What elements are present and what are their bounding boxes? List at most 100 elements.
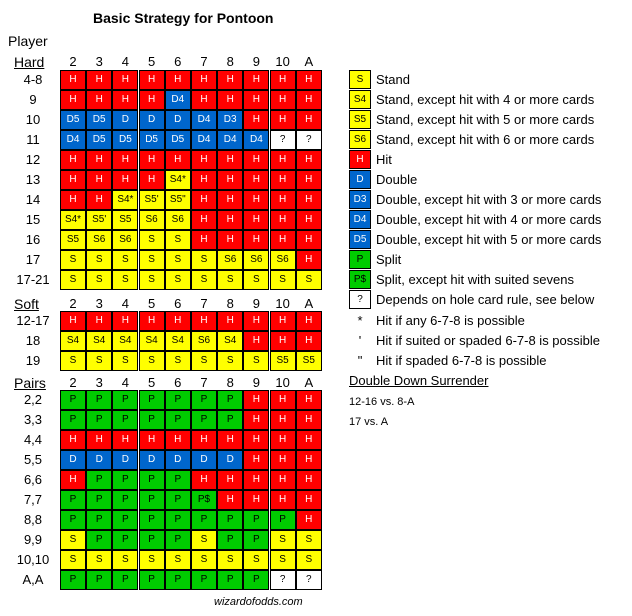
strategy-cell: H xyxy=(138,311,165,331)
legend-text: Stand, except hit with 4 or more cards xyxy=(376,92,595,107)
strategy-cell: S4 xyxy=(164,331,191,351)
strategy-cell: P xyxy=(191,410,217,430)
strategy-cell: S xyxy=(164,230,191,250)
strategy-cell: H xyxy=(243,230,270,250)
dealer-column-header: 8 xyxy=(226,375,234,390)
strategy-cell: H xyxy=(191,70,217,90)
strategy-cell: S xyxy=(164,250,191,270)
strategy-cell: H xyxy=(217,170,244,190)
strategy-cell: H xyxy=(295,331,322,351)
strategy-cell: H xyxy=(60,470,86,490)
strategy-cell: H xyxy=(60,90,86,110)
strategy-cell: H xyxy=(243,430,270,450)
row-label: 11 xyxy=(26,132,40,147)
strategy-cell: P xyxy=(86,510,113,530)
strategy-cell: D5 xyxy=(60,110,86,130)
strategy-cell: P xyxy=(86,470,113,490)
strategy-cell: H xyxy=(243,190,270,210)
strategy-cell: D xyxy=(60,450,86,470)
strategy-cell: S4 xyxy=(86,331,113,351)
strategy-cell: H xyxy=(60,70,86,90)
strategy-cell: D5 xyxy=(138,130,165,150)
legend-text: Double, except hit with 4 or more cards xyxy=(376,212,602,227)
strategy-cell: H xyxy=(243,170,270,190)
strategy-cell: P xyxy=(112,410,139,430)
strategy-cell: H xyxy=(86,190,113,210)
strategy-cell: P xyxy=(164,570,191,590)
note-symbol: " xyxy=(357,353,363,368)
strategy-cell: H xyxy=(217,190,244,210)
footer-credit: wizardofodds.com xyxy=(214,596,303,608)
strategy-cell: S5" xyxy=(164,190,191,210)
strategy-cell: P xyxy=(191,390,217,410)
strategy-cell: S xyxy=(191,351,217,371)
strategy-cell: H xyxy=(243,490,270,510)
dealer-column-header: 10 xyxy=(275,296,290,311)
strategy-cell: P xyxy=(191,510,217,530)
strategy-cell: H xyxy=(269,210,296,230)
strategy-cell: H xyxy=(217,230,244,250)
strategy-cell: S xyxy=(138,550,165,570)
strategy-cell: S xyxy=(138,250,165,270)
strategy-cell: P xyxy=(112,390,139,410)
strategy-cell: S xyxy=(269,550,296,570)
dealer-column-header: 5 xyxy=(147,375,156,390)
row-label: 14 xyxy=(25,192,41,207)
strategy-cell: H xyxy=(191,470,217,490)
dealer-column-header: 6 xyxy=(174,54,182,69)
row-label: 9,9 xyxy=(23,532,43,547)
strategy-cell: S4 xyxy=(217,331,244,351)
double-down-surrender-title: Double Down Surrender xyxy=(349,373,489,388)
strategy-cell: D xyxy=(164,450,191,470)
strategy-cell: H xyxy=(164,311,191,331)
strategy-cell: P$ xyxy=(191,490,217,510)
strategy-cell: S xyxy=(164,270,191,290)
strategy-cell: H xyxy=(217,311,244,331)
dealer-column-header: 7 xyxy=(200,375,208,390)
row-label: 4-8 xyxy=(23,72,43,87)
strategy-cell: H xyxy=(269,450,296,470)
strategy-cell: H xyxy=(295,150,322,170)
strategy-cell: P xyxy=(138,530,165,550)
strategy-cell: H xyxy=(269,230,296,250)
strategy-cell: D4 xyxy=(164,90,191,110)
strategy-cell: H xyxy=(191,230,217,250)
strategy-cell: S xyxy=(295,270,322,290)
strategy-cell: P xyxy=(164,530,191,550)
strategy-cell: H xyxy=(295,230,322,250)
strategy-cell: H xyxy=(269,170,296,190)
legend-text: Hit xyxy=(376,152,392,167)
strategy-cell: S xyxy=(295,550,322,570)
strategy-cell: H xyxy=(269,190,296,210)
strategy-cell: H xyxy=(269,430,296,450)
strategy-cell: H xyxy=(217,70,244,90)
dealer-column-header: A xyxy=(304,375,314,390)
strategy-cell: H xyxy=(86,430,113,450)
row-label: 16 xyxy=(25,232,41,247)
strategy-cell: H xyxy=(269,410,296,430)
strategy-cell: S xyxy=(112,351,139,371)
strategy-cell: H xyxy=(269,390,296,410)
strategy-cell: S xyxy=(138,270,165,290)
strategy-cell: H xyxy=(86,311,113,331)
strategy-cell: D xyxy=(138,110,165,130)
row-label: 17 xyxy=(25,252,41,267)
strategy-cell: H xyxy=(269,311,296,331)
strategy-cell: S4* xyxy=(164,170,191,190)
strategy-cell: H xyxy=(295,410,322,430)
strategy-cell: H xyxy=(86,70,113,90)
strategy-cell: P xyxy=(112,510,139,530)
strategy-cell: P xyxy=(217,390,244,410)
strategy-cell: H xyxy=(295,90,322,110)
section-header-soft: Soft 2 3 4 5 6 7 8 9 10 A xyxy=(0,295,340,313)
strategy-cell: H xyxy=(243,210,270,230)
strategy-cell: H xyxy=(269,331,296,351)
legend-swatch: D4 xyxy=(349,210,371,229)
strategy-cell: S xyxy=(217,351,244,371)
strategy-cell: H xyxy=(60,311,86,331)
strategy-cell: H xyxy=(295,170,322,190)
strategy-cell: P xyxy=(86,570,113,590)
strategy-cell: S xyxy=(191,530,217,550)
dealer-column-header: 8 xyxy=(226,54,234,69)
player-label: Player xyxy=(8,33,48,49)
